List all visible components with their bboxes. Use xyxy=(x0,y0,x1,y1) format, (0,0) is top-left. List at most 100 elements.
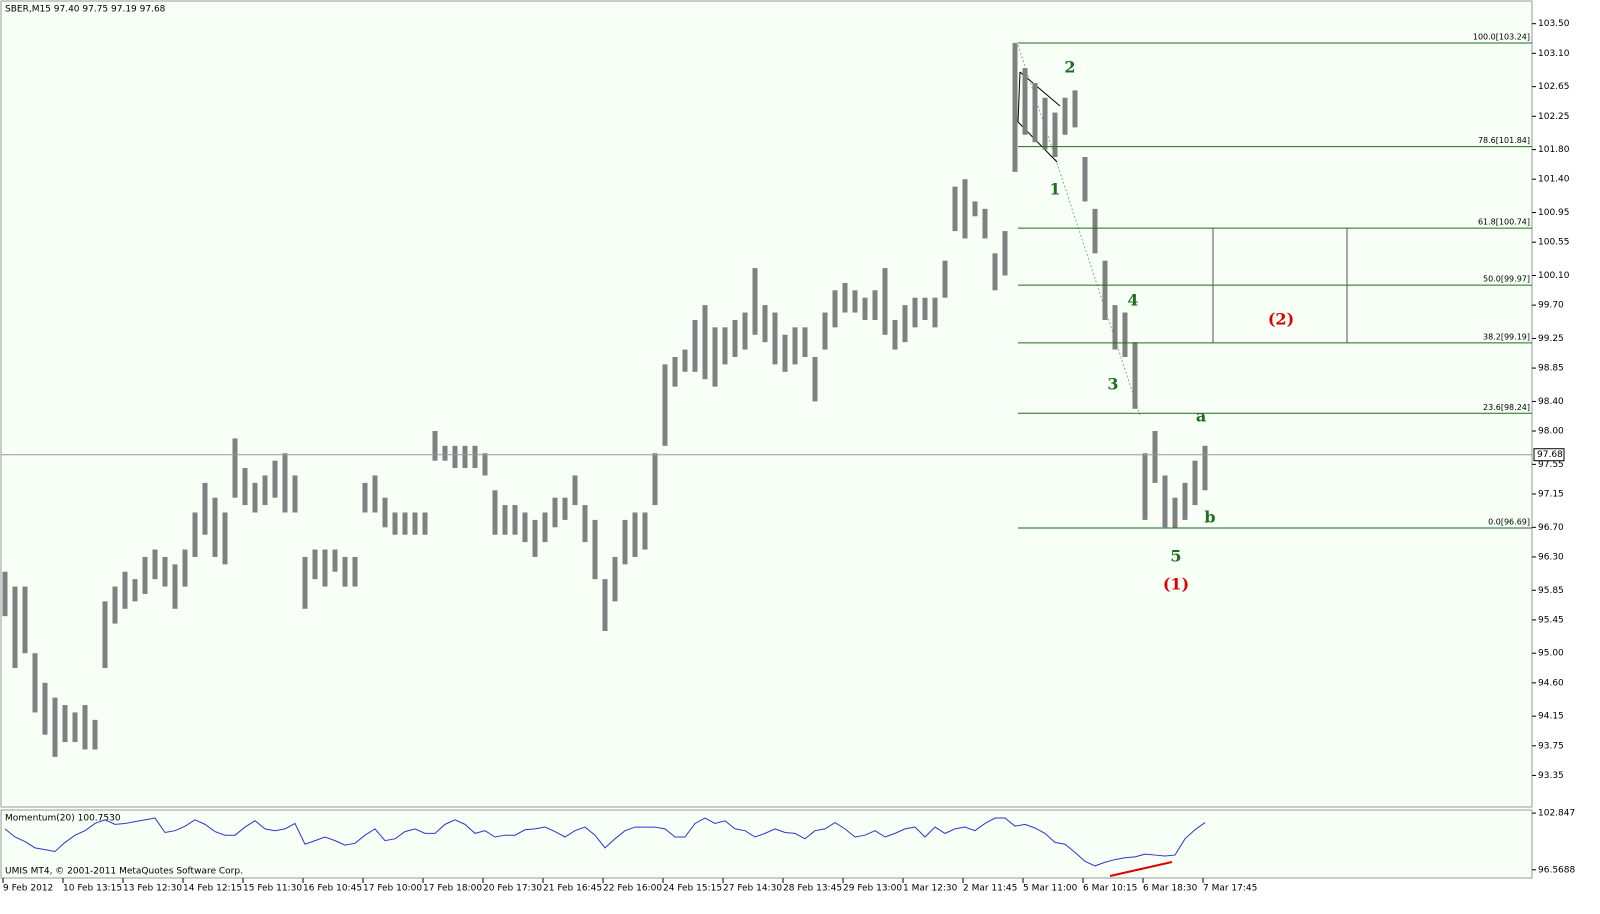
x-tick-label: 17 Feb 10:00 xyxy=(363,884,422,894)
price-bar xyxy=(1192,460,1198,506)
y-tick-label: 98.85 xyxy=(1538,364,1564,374)
indicator-title: Momentum(20) 100.7530 xyxy=(5,814,121,824)
y-tick-label: 96.30 xyxy=(1538,552,1564,562)
price-bar xyxy=(222,512,228,565)
price-bar xyxy=(372,475,378,513)
price-bar xyxy=(602,579,608,631)
price-pane xyxy=(0,0,1533,808)
price-bar xyxy=(112,586,118,624)
price-bar xyxy=(1152,431,1158,483)
wave-trend-line xyxy=(1017,44,1141,416)
price-bar xyxy=(92,719,98,750)
price-bar xyxy=(292,475,298,513)
price-bar xyxy=(1042,97,1048,150)
price-bar xyxy=(672,356,678,387)
price-bar xyxy=(402,512,408,535)
x-tick-label: 22 Feb 16:00 xyxy=(603,884,662,894)
y-tick-label: 103.10 xyxy=(1538,49,1570,59)
y-tick-label: 100.95 xyxy=(1538,208,1570,218)
wave-label: b xyxy=(1204,508,1215,527)
price-bar xyxy=(632,512,638,557)
price-bar xyxy=(1182,482,1188,520)
price-bar xyxy=(842,282,848,313)
price-bar xyxy=(982,208,988,239)
price-bar xyxy=(232,438,238,498)
y-tick-label: 98.00 xyxy=(1538,427,1564,437)
y-tick-label: 100.55 xyxy=(1538,238,1570,248)
last-price-label: 97.68 xyxy=(1537,450,1563,460)
degree-label: (2) xyxy=(1268,310,1294,329)
price-bar xyxy=(882,268,888,335)
x-tick-label: 20 Feb 17:30 xyxy=(483,884,542,894)
price-bar xyxy=(392,512,398,535)
price-bar xyxy=(542,512,548,543)
x-tick-label: 24 Feb 15:15 xyxy=(663,884,722,894)
price-bar xyxy=(12,586,18,669)
price-bar xyxy=(492,490,498,535)
price-bar xyxy=(752,268,758,335)
y-tick-label: 102.25 xyxy=(1538,112,1570,122)
x-tick-label: 1 Mar 12:30 xyxy=(903,884,958,894)
wave-label: 5 xyxy=(1170,547,1181,566)
price-bar xyxy=(342,556,348,587)
y-tick-label: 99.25 xyxy=(1538,334,1564,344)
y-tick-label: 93.35 xyxy=(1538,771,1564,781)
fib-label: 50.0[99.97] xyxy=(1483,275,1530,284)
x-tick-label: 6 Mar 10:15 xyxy=(1083,884,1137,894)
price-bar xyxy=(62,705,68,743)
price-bar xyxy=(952,186,958,232)
price-bar xyxy=(762,305,768,343)
fib-label: 78.6[101.84] xyxy=(1478,136,1530,145)
y-tick-label: 93.75 xyxy=(1538,741,1564,751)
x-tick-label: 27 Feb 14:30 xyxy=(723,884,782,894)
price-bar xyxy=(652,453,658,506)
fib-label: 23.6[98.24] xyxy=(1483,403,1530,412)
price-bar xyxy=(1132,342,1138,409)
x-tick-label: 17 Feb 18:00 xyxy=(423,884,482,894)
price-bar xyxy=(552,497,558,528)
price-bar xyxy=(642,512,648,550)
price-bar xyxy=(522,512,528,543)
price-bar xyxy=(212,497,218,557)
last-price-box xyxy=(1533,448,1565,462)
x-tick-label: 5 Mar 11:00 xyxy=(1023,884,1078,894)
price-bar xyxy=(262,475,268,506)
price-bar xyxy=(532,519,538,557)
price-bar xyxy=(142,556,148,594)
wave-label: 3 xyxy=(1107,375,1118,394)
price-bar xyxy=(82,705,88,750)
price-bar xyxy=(1092,208,1098,254)
price-bar xyxy=(272,460,278,498)
price-bar xyxy=(1142,453,1148,520)
y-tick-label: 94.15 xyxy=(1538,712,1564,722)
price-bar xyxy=(1072,90,1078,128)
price-bar xyxy=(742,312,748,350)
wave-label: 1 xyxy=(1049,180,1060,199)
price-bar xyxy=(412,512,418,535)
y-tick-label: 94.60 xyxy=(1538,678,1564,688)
footer: UMIS MT4, © 2001-2011 MetaQuotes Softwar… xyxy=(5,867,243,877)
x-tick-label: 10 Feb 13:15 xyxy=(63,884,122,894)
price-bar xyxy=(1052,112,1058,158)
price-bar xyxy=(322,549,328,587)
price-bar xyxy=(862,297,868,320)
y-tick-label: 103.50 xyxy=(1538,19,1570,29)
y-tick-label: 100.10 xyxy=(1538,271,1570,281)
price-bar xyxy=(332,549,338,572)
wave-label: 2 xyxy=(1064,58,1075,77)
x-tick-label: 28 Feb 13:45 xyxy=(783,884,842,894)
price-bar xyxy=(722,327,728,365)
price-bar xyxy=(42,682,48,735)
price-bar xyxy=(472,445,478,469)
price-bar xyxy=(192,512,198,557)
momentum-line xyxy=(4,817,1206,867)
fib-label: 61.8[100.74] xyxy=(1478,218,1530,227)
price-bar xyxy=(122,571,128,609)
price-bar xyxy=(1022,68,1028,135)
price-bar xyxy=(662,364,668,446)
x-tick-label: 6 Mar 18:30 xyxy=(1143,884,1198,894)
x-tick-label: 2 Mar 11:45 xyxy=(963,884,1017,894)
x-tick-label: 15 Feb 11:30 xyxy=(243,884,302,894)
price-bar xyxy=(72,712,78,743)
